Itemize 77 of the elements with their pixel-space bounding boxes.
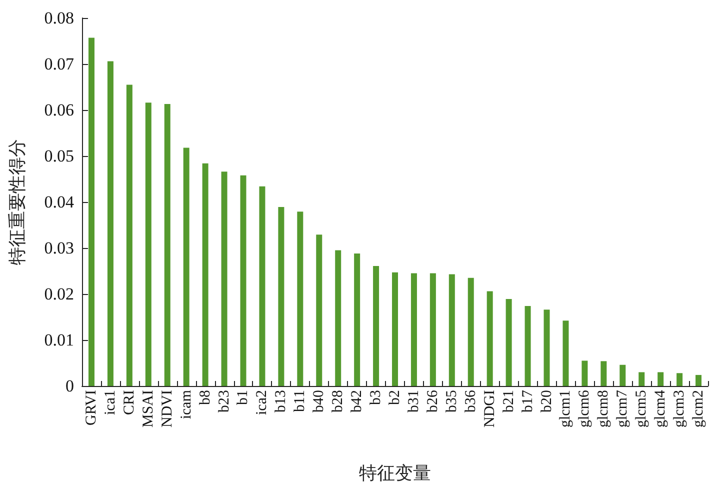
x-tick-label: glcm1: [558, 390, 574, 428]
bar: [240, 175, 246, 386]
bar: [410, 273, 417, 386]
x-tick-label: NDGI: [482, 390, 498, 428]
x-tick-label: ica1: [102, 390, 118, 415]
bar: [392, 272, 398, 386]
x-tick-label: CRI: [121, 390, 138, 416]
bar: [202, 163, 208, 386]
bar: [145, 102, 152, 386]
y-tick-label: 0.02: [44, 284, 74, 304]
bar: [676, 373, 683, 386]
y-tick-label: 0: [66, 376, 74, 396]
bar: [658, 372, 664, 386]
x-tick-label: b31: [406, 390, 422, 412]
x-tick-label: b36: [462, 390, 479, 412]
bar: [335, 250, 342, 386]
x-tick-label: b42: [349, 390, 366, 412]
x-tick-label: b17: [520, 390, 536, 412]
x-tick-label: b26: [424, 390, 441, 412]
bar: [638, 372, 645, 386]
x-tick-label: b1: [235, 390, 252, 405]
x-tick-label: glcm3: [672, 390, 688, 428]
x-tick-label: b21: [500, 390, 517, 412]
bar: [524, 306, 531, 386]
bar: [183, 148, 190, 386]
bar: [620, 364, 626, 386]
x-tick-label: NDVI: [159, 390, 176, 428]
y-tick-label: 0.01: [44, 330, 74, 350]
bar: [297, 212, 304, 386]
x-tick-label: b40: [311, 390, 328, 412]
bar: [430, 273, 436, 386]
x-tick-label: b3: [368, 390, 384, 405]
x-tick-label: b35: [444, 390, 460, 412]
x-tick-label: b8: [197, 390, 214, 405]
bar: [582, 360, 588, 386]
bar: [600, 361, 607, 386]
bar: [506, 299, 512, 386]
x-tick-label: glcm5: [634, 390, 650, 428]
x-tick-label: glcm8: [596, 390, 612, 428]
y-tick-label: 0.07: [44, 54, 74, 74]
bar: [354, 254, 360, 386]
x-tick-label: b23: [216, 390, 232, 412]
bar: [316, 234, 322, 386]
x-tick-label: GRVI: [83, 390, 100, 426]
bar: [448, 274, 455, 386]
bar: [221, 172, 228, 386]
bar: [486, 291, 493, 386]
bar: [107, 61, 114, 386]
y-tick-label: 0.03: [44, 238, 74, 258]
x-tick-label: icam: [178, 390, 194, 420]
x-axis-title: 特征变量: [359, 463, 431, 483]
x-tick-label: glcm6: [576, 390, 593, 428]
x-tick-label: b2: [387, 390, 403, 405]
bar: [544, 310, 550, 386]
y-tick-label: 0.05: [44, 146, 74, 166]
x-tick-label: b28: [330, 390, 346, 412]
x-tick-label: MSAI: [140, 390, 156, 428]
x-tick-label: ica2: [254, 390, 270, 415]
bar: [88, 38, 94, 386]
x-tick-label: glcm7: [614, 390, 631, 428]
bar: [259, 186, 266, 386]
y-axis-title: 特征重要性得分: [7, 139, 27, 265]
x-tick-label: glcm4: [652, 390, 669, 428]
bar: [373, 266, 380, 386]
bar: [278, 207, 284, 386]
bar: [562, 320, 569, 386]
bar: [164, 104, 170, 386]
bar: [126, 84, 132, 386]
bar: [696, 374, 702, 386]
bar: [468, 278, 474, 386]
y-tick-label: 0.06: [44, 100, 74, 120]
x-tick-label: b13: [273, 390, 290, 412]
x-tick-label: b20: [538, 390, 555, 412]
x-tick-label: b11: [292, 390, 308, 412]
x-tick-label: glcm2: [690, 390, 707, 428]
y-tick-label: 0.08: [44, 8, 74, 28]
y-tick-label: 0.04: [44, 192, 74, 212]
